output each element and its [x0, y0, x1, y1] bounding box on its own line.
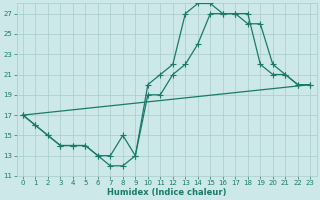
X-axis label: Humidex (Indice chaleur): Humidex (Indice chaleur) [107, 188, 226, 197]
